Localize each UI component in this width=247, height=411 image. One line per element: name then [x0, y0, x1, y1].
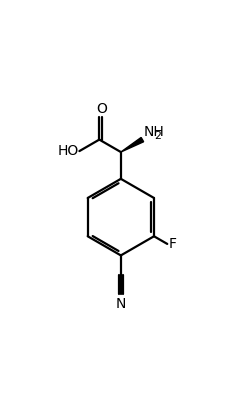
Text: HO: HO — [57, 144, 79, 158]
Text: NH: NH — [143, 125, 164, 139]
Text: N: N — [116, 297, 126, 311]
Polygon shape — [121, 137, 144, 152]
Text: F: F — [168, 237, 176, 251]
Text: O: O — [97, 102, 107, 115]
Text: 2: 2 — [154, 131, 161, 141]
